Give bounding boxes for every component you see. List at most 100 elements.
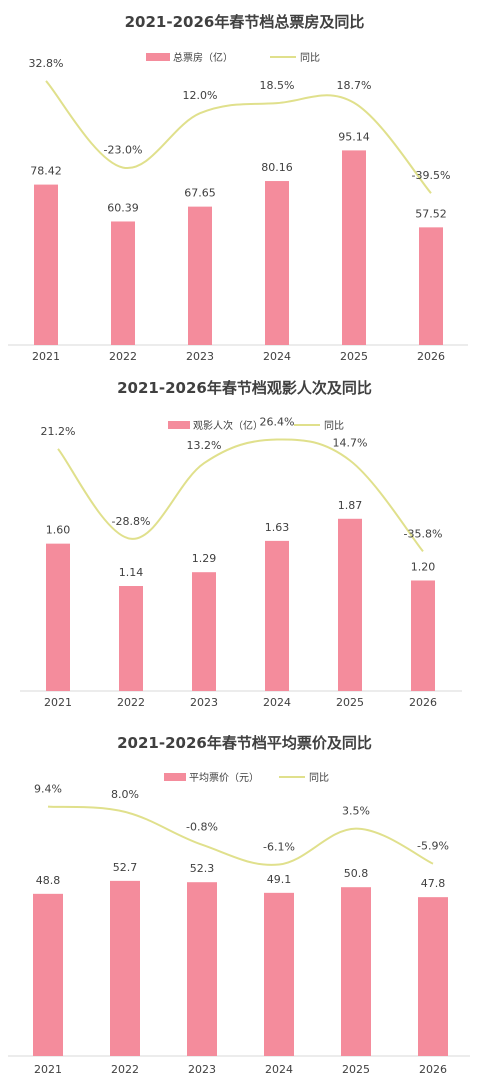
x-tick-label: 2024	[263, 350, 291, 363]
bar-2021	[46, 543, 70, 691]
chart-panel-avg-price: 2021-2026年春节档平均票价及同比平均票价（元） 同比 48.8 52.7 52.…	[0, 720, 489, 1087]
bar-value-label: 48.8	[36, 874, 61, 887]
legend-bar-label: 平均票价（元）	[189, 772, 259, 784]
bar-value-label: 1.63	[265, 521, 290, 534]
legend-line-label: 同比	[324, 420, 344, 432]
yoy-value-label: 21.2%	[41, 425, 76, 438]
legend-bar-swatch	[146, 53, 170, 61]
bar-value-label: 1.20	[411, 560, 436, 573]
legend-line-label: 同比	[300, 52, 320, 64]
yoy-value-label: 18.7%	[337, 79, 372, 92]
x-tick-label: 2021	[44, 696, 72, 709]
chart-title: 2021-2026年春节档观影人次及同比	[117, 379, 372, 397]
bar-2025	[338, 518, 362, 691]
bar-value-label: 67.65	[184, 187, 216, 200]
bar-value-label: 50.8	[344, 867, 369, 880]
bar-2024	[264, 892, 294, 1056]
yoy-labels: 21.2% -28.8% 13.2% 26.4% 14.7% -35.8%	[41, 415, 443, 552]
legend-line-label: 同比	[309, 772, 329, 784]
x-tick-label: 2026	[419, 1063, 447, 1076]
x-tick-label: 2021	[34, 1063, 62, 1076]
bar-2022	[110, 880, 140, 1056]
bar-value-label: 1.60	[46, 524, 71, 537]
bar-2025	[341, 887, 371, 1056]
yoy-value-label: 26.4%	[260, 415, 295, 428]
bar-series: 1.60 1.14 1.29 1.63 1.87 1.20	[46, 499, 436, 691]
x-tick-label: 2026	[417, 350, 445, 363]
bar-value-label: 47.8	[421, 877, 446, 890]
yoy-value-label: -28.8%	[112, 515, 151, 528]
yoy-value-label: 8.0%	[111, 788, 139, 801]
yoy-value-label: 12.0%	[183, 89, 218, 102]
legend-bar-label: 观影人次（亿）	[193, 419, 263, 432]
legend-bar-swatch	[168, 421, 190, 429]
legend: 平均票价（元） 同比	[164, 772, 329, 784]
yoy-value-label: 18.5%	[260, 79, 295, 92]
x-tick-label: 2023	[188, 1063, 216, 1076]
x-tick-label: 2022	[109, 350, 137, 363]
yoy-labels: 9.4% 8.0% -0.8% -6.1% 3.5% -5.9%	[34, 783, 449, 865]
bar-2022	[111, 221, 135, 345]
bar-series: 48.8 52.7 52.3 49.1 50.8 47.8	[33, 861, 448, 1056]
yoy-line	[45, 80, 432, 194]
legend: 总票房（亿） 同比	[146, 51, 320, 64]
bar-2023	[187, 882, 217, 1056]
bar-2022	[119, 586, 143, 691]
bar-2026	[418, 897, 448, 1056]
bar-value-label: 57.52	[415, 207, 447, 220]
bar-value-label: 95.14	[338, 130, 370, 143]
bar-value-label: 1.87	[338, 499, 363, 512]
yoy-value-label: 9.4%	[34, 783, 62, 796]
bar-value-label: 1.14	[119, 566, 144, 579]
legend-bar-label: 总票房（亿）	[173, 51, 233, 64]
yoy-line	[47, 805, 434, 866]
chart-panel-box-office: 2021-2026年春节档总票房及同比 总票房（亿） 同比 78.42 60.39 67.…	[0, 0, 489, 375]
yoy-value-label: 13.2%	[187, 439, 222, 452]
bar-value-label: 1.29	[192, 552, 217, 565]
chart-title: 2021-2026年春节档平均票价及同比	[117, 734, 372, 752]
chart-panel-admissions: 2021-2026年春节档观影人次及同比观影人次（亿） 同比 1.60 1.14 1.2…	[0, 375, 489, 720]
bar-2026	[411, 580, 435, 691]
bar-2021	[34, 184, 58, 345]
x-tick-label: 2022	[111, 1063, 139, 1076]
x-tick-label: 2024	[263, 696, 291, 709]
bar-2021	[33, 893, 63, 1056]
yoy-value-label: 14.7%	[333, 437, 368, 450]
bar-2023	[188, 206, 212, 345]
yoy-value-label: -0.8%	[186, 821, 218, 834]
bar-2024	[265, 540, 289, 691]
x-tick-label: 2023	[186, 350, 214, 363]
x-tick-label: 2023	[190, 696, 218, 709]
chart-title: 2021-2026年春节档总票房及同比	[125, 13, 365, 31]
bar-2023	[192, 572, 216, 691]
x-tick-label: 2025	[340, 350, 368, 363]
x-tick-label: 2026	[409, 696, 437, 709]
legend: 观影人次（亿） 同比	[168, 419, 344, 432]
yoy-value-label: -5.9%	[417, 840, 449, 853]
yoy-line	[57, 438, 424, 553]
yoy-value-label: 3.5%	[342, 805, 370, 818]
x-tick-label: 2025	[336, 696, 364, 709]
legend-bar-swatch	[164, 773, 186, 781]
bar-series: 78.42 60.39 67.65 80.16 95.14 57.52	[30, 130, 447, 345]
bar-2024	[265, 181, 289, 345]
x-tick-label: 2022	[117, 696, 145, 709]
bar-2025	[342, 150, 366, 345]
bar-value-label: 49.1	[267, 873, 292, 886]
yoy-value-label: -39.5%	[412, 169, 451, 182]
yoy-value-label: -23.0%	[104, 144, 143, 157]
x-tick-label: 2025	[342, 1063, 370, 1076]
x-tick-label: 2024	[265, 1063, 293, 1076]
bar-value-label: 52.7	[113, 861, 138, 874]
bar-value-label: 52.3	[190, 862, 215, 875]
yoy-value-label: 32.8%	[29, 57, 64, 70]
yoy-value-label: -35.8%	[404, 527, 443, 540]
bar-value-label: 78.42	[30, 165, 62, 178]
x-tick-label: 2021	[32, 350, 60, 363]
yoy-labels: 32.8% -23.0% 12.0% 18.5% 18.7% -39.5%	[29, 57, 451, 194]
bar-value-label: 80.16	[261, 161, 293, 174]
yoy-value-label: -6.1%	[263, 840, 295, 853]
